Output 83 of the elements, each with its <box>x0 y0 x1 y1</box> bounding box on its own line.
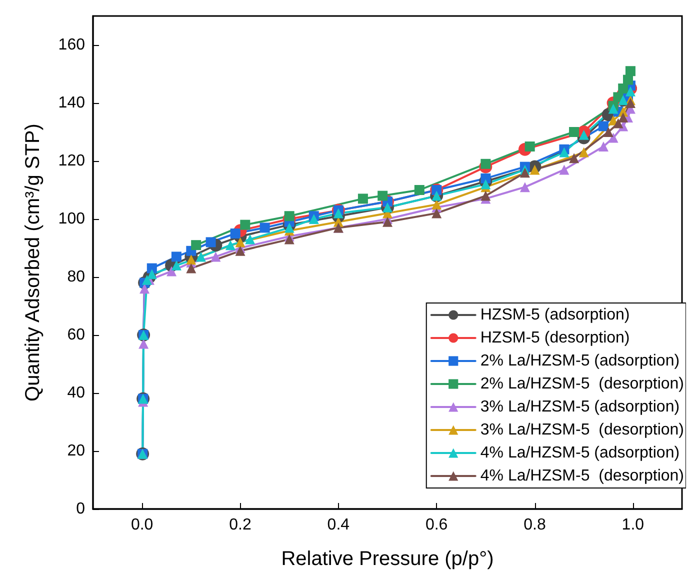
point <box>235 246 246 256</box>
point <box>598 121 608 132</box>
point <box>613 118 624 128</box>
point <box>284 222 294 233</box>
point <box>333 208 344 218</box>
point <box>382 216 392 227</box>
point <box>284 234 294 244</box>
point <box>530 164 540 175</box>
point <box>186 263 196 274</box>
y-axis-title: Quantity Adsorbed (cm³/g STP) <box>22 124 44 402</box>
legend-label: 4% La/HZSM-5 (desorption) <box>480 468 684 484</box>
point <box>166 266 177 276</box>
x-tick-label: 0.0 <box>130 516 154 534</box>
legend-label: 3% La/HZSM-5 (adsorption) <box>480 398 680 416</box>
point <box>138 338 149 349</box>
point <box>142 274 152 285</box>
point <box>625 98 636 108</box>
point <box>480 190 491 201</box>
point <box>225 240 236 250</box>
y-tick-label: 20 <box>67 442 86 460</box>
point <box>186 254 196 265</box>
point <box>378 190 388 201</box>
point <box>240 220 250 230</box>
point <box>625 66 636 76</box>
point <box>171 260 182 270</box>
point <box>625 86 636 96</box>
point <box>608 104 618 114</box>
y-tick-label: 40 <box>67 384 86 402</box>
point <box>230 228 240 238</box>
point <box>284 211 294 222</box>
x-tick-label: 0.8 <box>524 516 546 534</box>
x-tick-label: 0.4 <box>327 516 350 534</box>
point <box>598 142 608 152</box>
point <box>206 237 216 248</box>
point <box>146 263 157 274</box>
y-tick-label: 80 <box>67 268 86 286</box>
y-tick-label: 0 <box>76 500 86 518</box>
point <box>603 127 614 137</box>
x-tick-label: 1.0 <box>622 516 644 534</box>
y-tick-label: 120 <box>58 152 86 170</box>
y-tick-label: 160 <box>58 36 86 54</box>
point <box>140 284 150 294</box>
x-tick-label: 0.6 <box>425 516 448 534</box>
y-tick-label: 100 <box>58 210 86 228</box>
point <box>618 112 628 122</box>
point <box>520 182 530 192</box>
point <box>520 168 530 178</box>
point <box>578 147 589 158</box>
point <box>235 237 246 248</box>
point <box>414 185 424 195</box>
point <box>210 252 221 262</box>
point <box>559 164 570 175</box>
x-axis-title: Relative Pressure (p/p°) <box>281 548 494 570</box>
point <box>480 179 491 190</box>
point <box>524 142 535 152</box>
point <box>358 194 368 204</box>
y-tick-label: 140 <box>58 94 86 112</box>
x-tick-label: 0.2 <box>229 516 252 534</box>
legend-label: HZSM-5 (adsorption) <box>480 306 630 324</box>
point <box>608 132 618 143</box>
point <box>559 147 570 158</box>
legend-label: 4% La/HZSM-5 (adsorption) <box>480 444 680 462</box>
point <box>171 252 182 262</box>
y-tick-label: 60 <box>67 326 86 344</box>
legend-label: 2% La/HZSM-5 (desorption) <box>480 376 684 392</box>
point <box>245 234 256 244</box>
point <box>146 269 157 280</box>
point <box>480 158 491 169</box>
point <box>260 222 270 233</box>
point <box>569 127 580 137</box>
point <box>432 208 442 218</box>
point <box>569 153 580 164</box>
point <box>432 200 442 210</box>
point <box>308 214 319 224</box>
point <box>196 252 206 262</box>
legend-label: 2% La/HZSM-5 (adsorption) <box>480 352 680 370</box>
point <box>618 84 628 94</box>
point <box>191 240 202 250</box>
legend-label: HZSM-5 (desorption) <box>480 330 630 346</box>
point <box>480 173 491 184</box>
legend-label: 3% La/HZSM-5 (desorption) <box>480 422 684 438</box>
point <box>623 74 634 85</box>
point <box>578 130 589 140</box>
